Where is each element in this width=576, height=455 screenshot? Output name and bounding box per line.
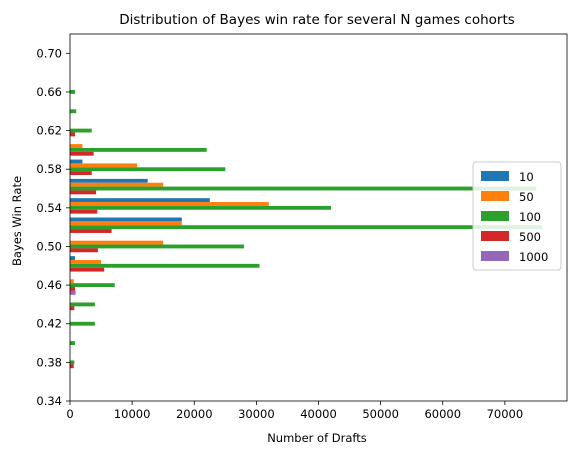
x-tick-label: 70000 [487,407,524,421]
y-tick-label: 0.58 [36,162,62,176]
x-axis: 0 10000 20000 30000 40000 50000 60000 70000 [66,401,523,421]
y-tick-label: 0.54 [36,201,62,215]
legend-swatch [481,251,509,261]
axes-frame [69,33,568,402]
legend-swatch [481,171,509,181]
legend-swatch [481,191,509,201]
y-tick-label: 0.62 [36,124,62,138]
bar-500-0.38 [70,364,74,369]
bar-50-0.48 [70,259,102,264]
legend-swatch [481,211,509,221]
bar-10-0.52 [70,217,182,222]
legend-label: 500 [519,230,541,244]
x-tick-label: 50000 [362,407,399,421]
legend-label: 100 [519,210,541,224]
y-tick-label: 0.38 [36,355,62,369]
bar-50-0.56 [70,182,164,187]
bar-100-0.38 [70,360,75,365]
bar-500-0.54 [70,209,98,214]
bar-100-0.52 [70,225,543,230]
y-tick-label: 0.50 [36,239,62,253]
bar-100-0.42 [70,321,95,326]
bar-500-0.58 [70,171,92,176]
x-tick-label: 60000 [424,407,461,421]
bar-500-0.60 [70,151,94,156]
bar-50-0.54 [70,202,269,206]
legend: 10 50 100 500 1000 [472,161,562,271]
x-tick-label: 10000 [114,407,151,421]
bar-500-0.52 [70,229,112,233]
y-tick-label: 0.42 [36,317,62,331]
x-tick-label: 30000 [238,407,275,421]
bar-100-0.56 [70,186,536,191]
bar-100-0.46 [70,283,115,288]
y-axis: 0.34 0.38 0.42 0.46 0.50 0.54 0.58 0.62 0.66 0.70 [36,46,70,408]
bar-500-0.62 [70,132,75,137]
legend-label: 50 [519,190,534,204]
bar-100-0.62 [70,128,92,133]
y-tick-label: 0.46 [36,278,62,292]
bar-500-0.44 [70,306,75,311]
bar-500-0.46 [70,287,75,291]
bar-500-0.56 [70,190,97,195]
bar-50-0.58 [70,163,138,168]
bar-50-0.50 [70,240,164,245]
bar-100-0.44 [70,302,95,307]
bar-100-0.40 [70,341,75,345]
x-tick-label: 0 [66,407,73,421]
bar-100-0.54 [70,205,331,210]
y-tick-label: 0.66 [36,85,62,99]
bar-1000-0.46 [70,290,76,295]
x-tick-label: 40000 [300,407,337,421]
bar-10-0.54 [70,198,210,203]
bar-100-0.50 [70,244,244,249]
plot-area [70,90,543,369]
bar-100-0.60 [70,147,207,152]
bar-100-0.48 [70,263,260,268]
chart-title: Distribution of Bayes win rate for sever… [119,12,515,28]
bar-10-0.56 [70,178,148,183]
bar-50-0.46 [70,279,74,284]
y-tick-label: 0.34 [36,394,62,408]
bar-10-0.48 [70,256,75,260]
y-tick-label: 0.70 [36,46,62,60]
legend-label: 1000 [519,250,548,264]
bar-100-0.58 [70,167,226,172]
bar-500-0.48 [70,267,105,272]
bar-50-0.52 [70,221,182,226]
legend-swatch [481,231,509,241]
x-tick-label: 20000 [176,407,213,421]
legend-label: 10 [519,170,534,184]
legend-box [472,161,562,271]
x-axis-label: Number of Drafts [267,431,367,445]
y-axis-label: Bayes Win Rate [10,176,24,266]
bar-500-0.50 [70,248,98,253]
bar-100-0.64 [70,109,77,114]
bar-10-0.58 [70,159,83,164]
bar-100-0.66 [70,90,75,94]
bar-50-0.60 [70,144,83,148]
